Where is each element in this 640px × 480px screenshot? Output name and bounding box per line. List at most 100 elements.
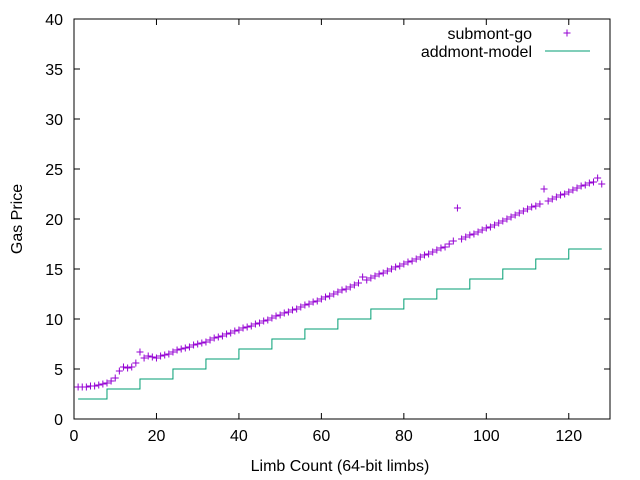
submont-go-point (445, 240, 453, 248)
submont-go-point (511, 211, 519, 219)
submont-go-point (264, 316, 272, 324)
submont-go-point (359, 273, 367, 281)
submont-go-point (111, 374, 119, 382)
submont-go-point (379, 269, 387, 277)
submont-go-point (280, 309, 288, 317)
submont-go-point (297, 303, 305, 311)
submont-go-point (342, 285, 350, 293)
submont-go-point (115, 367, 123, 375)
submont-go-point (124, 364, 132, 372)
submont-go-point (350, 281, 358, 289)
submont-go-point (548, 195, 556, 203)
submont-go-point (528, 203, 536, 211)
submont-go-point (495, 219, 503, 227)
submont-go-point (573, 184, 581, 192)
submont-go-point (561, 190, 569, 198)
submont-go-point (107, 377, 115, 385)
submont-go-point (544, 197, 552, 205)
submont-go-point (478, 226, 486, 234)
y-tick-label: 40 (45, 12, 63, 29)
submont-go-point (256, 319, 264, 327)
submont-go-point (185, 343, 193, 351)
submont-go-point (363, 276, 371, 284)
submont-go-point (482, 224, 490, 232)
submont-go-point (194, 340, 202, 348)
submont-go-point (214, 333, 222, 341)
axis-tick-labels: 0 20 40 60 80 100 120 0 5 10 15 20 25 30 35 40 (45, 12, 582, 445)
submont-go-point (235, 326, 243, 334)
submont-go-point (383, 267, 391, 275)
submont-go-point (470, 230, 478, 238)
submont-go-point (486, 223, 494, 231)
submont-go-point (462, 233, 470, 241)
x-tick-label: 20 (148, 428, 166, 445)
submont-go-point (317, 295, 325, 303)
submont-go-point (404, 258, 412, 266)
series-addmont-model (78, 248, 602, 400)
submont-go-point (577, 182, 585, 190)
submont-go-point (161, 351, 169, 359)
submont-go-point (437, 244, 445, 252)
y-tick-label: 0 (54, 412, 63, 429)
submont-go-point (429, 248, 437, 256)
submont-go-point (334, 288, 342, 296)
submont-go-point (190, 341, 198, 349)
submont-go-point (223, 330, 231, 338)
submont-go-point (227, 329, 235, 337)
submont-go-point (453, 204, 461, 212)
submont-go-point (276, 311, 284, 319)
submont-go-point (420, 251, 428, 259)
submont-go-point (515, 209, 523, 217)
submont-go-point (99, 380, 107, 388)
submont-go-point (387, 265, 395, 273)
submont-go-point (585, 179, 593, 187)
submont-go-point (416, 253, 424, 261)
y-tick-label: 30 (45, 112, 63, 129)
y-tick-label: 15 (45, 262, 63, 279)
x-tick-label: 80 (395, 428, 413, 445)
submont-go-point (491, 221, 499, 229)
submont-go-point (412, 255, 420, 263)
axis-ticks (73, 18, 610, 420)
submont-go-point (338, 286, 346, 294)
x-axis-title: Limb Count (64-bit limbs) (251, 458, 430, 475)
submont-go-point (289, 306, 297, 314)
y-tick-label: 5 (54, 362, 63, 379)
submont-go-point (507, 213, 515, 221)
y-tick-label: 10 (45, 312, 63, 329)
submont-go-point (177, 345, 185, 353)
submont-go-point (305, 300, 313, 308)
submont-go-point (396, 262, 404, 270)
submont-go-point (532, 202, 540, 210)
legend: submont-go addmont-model (421, 26, 590, 61)
submont-go-point (371, 272, 379, 280)
submont-go-point (198, 339, 206, 347)
submont-go-point (594, 174, 602, 182)
submont-go-point (474, 228, 482, 236)
x-tick-label: 120 (555, 428, 582, 445)
submont-go-point (218, 332, 226, 340)
legend-marker-submont-go (563, 29, 571, 37)
submont-go-point (433, 246, 441, 254)
submont-go-point (128, 363, 136, 371)
submont-go-point (400, 260, 408, 268)
legend-plus-marker (563, 29, 571, 37)
submont-go-point (148, 353, 156, 361)
submont-go-point (309, 298, 317, 306)
submont-go-point (375, 270, 383, 278)
x-tick-label: 60 (312, 428, 330, 445)
submont-go-point (165, 350, 173, 358)
submont-go-point (565, 188, 573, 196)
submont-go-point (231, 327, 239, 335)
submont-go-point (260, 317, 268, 325)
legend-label-addmont-model: addmont-model (421, 44, 532, 61)
submont-go-point (173, 346, 181, 354)
submont-go-point (181, 344, 189, 352)
y-axis-title: Gas Price (9, 184, 26, 254)
submont-go-point (449, 237, 457, 245)
submont-go-point (590, 178, 598, 186)
series-layer (74, 174, 606, 400)
submont-go-point (466, 231, 474, 239)
submont-go-point (367, 274, 375, 282)
